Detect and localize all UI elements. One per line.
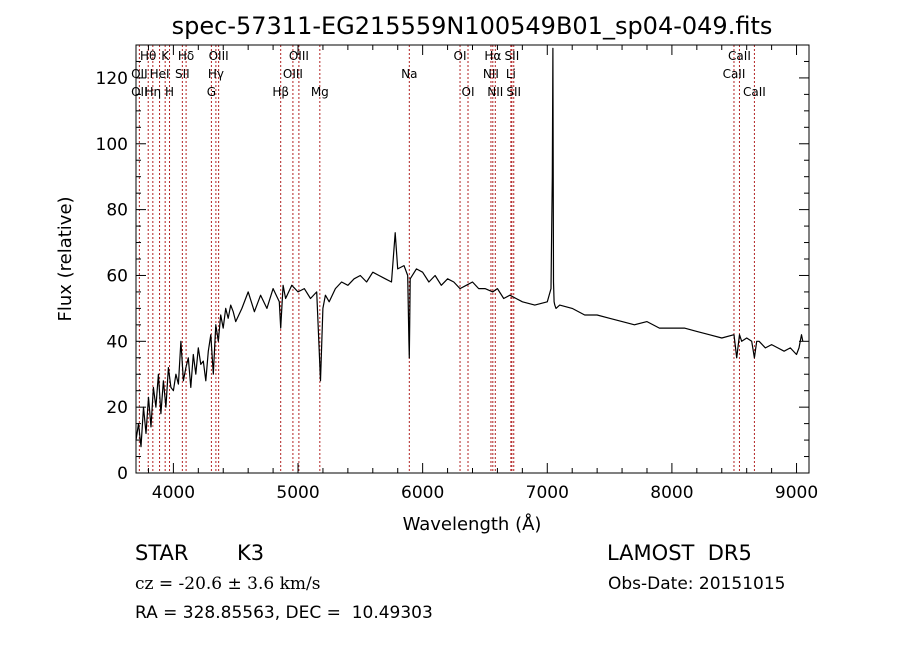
line-label: CaII bbox=[743, 85, 766, 99]
x-tick-label: 4000 bbox=[152, 483, 195, 503]
line-label: SII bbox=[505, 49, 520, 63]
y-tick-label: 40 bbox=[106, 332, 128, 352]
line-label: SII bbox=[506, 85, 521, 99]
x-tick-label: 6000 bbox=[401, 483, 444, 503]
line-label: Li bbox=[506, 67, 516, 81]
y-tick-label: 20 bbox=[106, 398, 128, 418]
line-label: SII bbox=[175, 67, 190, 81]
observation-date: Obs-Date: 20151015 bbox=[608, 574, 786, 594]
line-label: CaII bbox=[723, 67, 746, 81]
line-label: OII bbox=[131, 67, 148, 81]
line-label: HeI bbox=[150, 67, 170, 81]
line-label: Hη bbox=[145, 85, 162, 99]
line-label: OI bbox=[454, 49, 467, 63]
redshift-cz: cz = -20.6 ± 3.6 km/s bbox=[135, 574, 321, 594]
line-label: CaII bbox=[728, 49, 751, 63]
line-label: OIII bbox=[209, 49, 229, 63]
line-label: Hγ bbox=[208, 67, 224, 81]
y-tick-label: 100 bbox=[96, 135, 128, 155]
plot-frame bbox=[135, 44, 810, 474]
x-tick-label: 7000 bbox=[526, 483, 569, 503]
y-tick-label: 0 bbox=[117, 464, 128, 484]
line-label: Hα bbox=[484, 49, 501, 63]
line-label: H bbox=[165, 85, 174, 99]
line-label: K bbox=[161, 49, 170, 63]
line-label: OII bbox=[131, 85, 148, 99]
spectrum-series bbox=[135, 47, 804, 448]
line-label: Hδ bbox=[178, 49, 194, 63]
x-axis-label: Wavelength (Å) bbox=[403, 513, 542, 535]
survey-label: LAMOST DR5 bbox=[607, 541, 752, 565]
line-label: NII bbox=[483, 67, 499, 81]
chart-title: spec-57311-EG215559N100549B01_sp04-049.f… bbox=[172, 12, 773, 40]
y-tick-label: 80 bbox=[106, 201, 128, 221]
x-tick-label: 9000 bbox=[775, 483, 818, 503]
line-label: G bbox=[207, 85, 216, 99]
line-label: Na bbox=[401, 67, 417, 81]
line-label: Hβ bbox=[272, 85, 289, 99]
line-label: OIII bbox=[289, 49, 309, 63]
y-axis-label: Flux (relative) bbox=[55, 196, 76, 321]
line-label: Hθ bbox=[140, 49, 156, 63]
y-tick-label: 120 bbox=[96, 69, 128, 89]
x-tick-label: 8000 bbox=[650, 483, 693, 503]
line-label: NII bbox=[487, 85, 503, 99]
x-tick-label: 5000 bbox=[276, 483, 319, 503]
y-tick-label: 60 bbox=[106, 266, 128, 286]
line-label: OI bbox=[462, 85, 475, 99]
spectrum-line bbox=[135, 47, 804, 448]
coordinates: RA = 328.85563, DEC = 10.49303 bbox=[135, 603, 433, 623]
object-class: STAR bbox=[135, 541, 189, 565]
object-subclass: K3 bbox=[237, 541, 265, 565]
axes: 4000 5000 6000 7000 8000 9000 0 20 40 60 80 100 120 bbox=[96, 45, 818, 503]
line-label: OIII bbox=[283, 67, 303, 81]
line-label: Mg bbox=[311, 85, 329, 99]
